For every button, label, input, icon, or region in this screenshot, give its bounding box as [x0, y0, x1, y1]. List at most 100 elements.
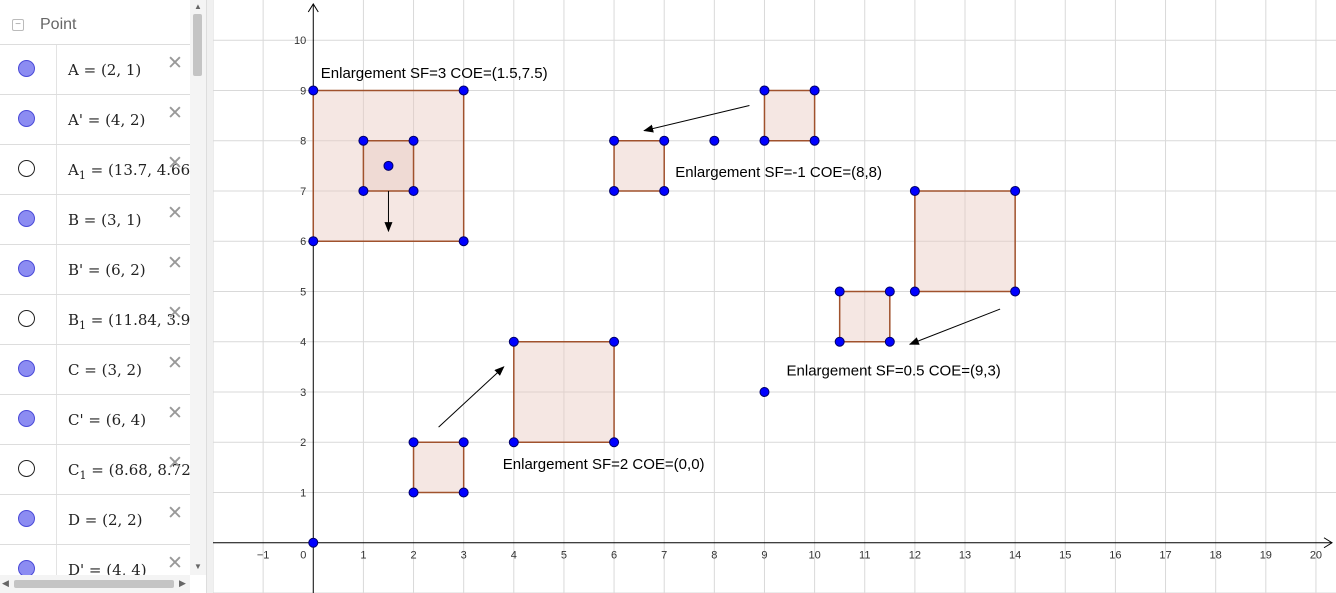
point-subscript: 1: [79, 469, 87, 482]
point-subscript: 1: [78, 169, 86, 182]
visibility-toggle[interactable]: [18, 410, 35, 427]
x-tick-label: 6: [611, 550, 617, 562]
horizontal-scrollbar[interactable]: ◀ ▶: [0, 575, 190, 593]
algebra-row-point[interactable]: D' = (4, 4) ✕: [0, 544, 190, 575]
visibility-toggle[interactable]: [18, 160, 35, 177]
point-value: (6, 2): [105, 261, 146, 279]
algebra-row-point[interactable]: A' = (4, 2) ✕: [0, 94, 190, 144]
equals-sign: =: [83, 261, 106, 279]
visibility-toggle[interactable]: [18, 260, 35, 277]
visibility-toggle[interactable]: [18, 360, 35, 377]
point-name: D: [68, 511, 81, 529]
visibility-toggle[interactable]: [18, 110, 35, 127]
x-tick-label: 2: [410, 550, 416, 562]
point: [408, 487, 419, 498]
point-definition[interactable]: C' = (6, 4): [68, 411, 146, 429]
algebra-row-point[interactable]: D = (2, 2) ✕: [0, 494, 190, 544]
x-tick-label: 0: [300, 550, 306, 562]
x-tick-label: 7: [661, 550, 667, 562]
delete-icon[interactable]: ✕: [167, 153, 183, 174]
arrows: [384, 105, 1001, 428]
delete-icon[interactable]: ✕: [167, 203, 183, 224]
point-definition[interactable]: A = (2, 1): [68, 61, 141, 79]
equals-sign: =: [82, 111, 106, 129]
delete-icon[interactable]: ✕: [167, 503, 183, 524]
point-definition[interactable]: C1 = (8.68, 8.72: [68, 461, 190, 482]
graphics-canvas[interactable]: −1 0 1 2 3 4 5 6 7 8 9 10 11 12 13 14 15 16 17 18 19 20123456…: [213, 0, 1336, 593]
x-tick-label: 3: [461, 550, 467, 562]
delete-icon[interactable]: ✕: [167, 403, 183, 424]
delete-icon[interactable]: ✕: [167, 453, 183, 474]
point-definition[interactable]: B = (3, 1): [68, 211, 141, 229]
delete-icon[interactable]: ✕: [167, 353, 183, 374]
visibility-toggle[interactable]: [18, 210, 35, 227]
algebra-row-point[interactable]: B = (3, 1) ✕: [0, 194, 190, 244]
x-tick-label: 15: [1059, 550, 1071, 562]
algebra-row-point[interactable]: A = (2, 1) ✕: [0, 44, 190, 94]
equals-sign: =: [80, 511, 103, 529]
x-tick-label: 11: [859, 550, 870, 562]
equals-sign: =: [79, 211, 102, 229]
scroll-down-icon[interactable]: ▼: [194, 562, 202, 571]
scroll-right-icon[interactable]: ▶: [179, 578, 186, 588]
point: [809, 135, 820, 146]
scroll-left-icon[interactable]: ◀: [2, 578, 9, 588]
point-name: A: [68, 111, 79, 129]
visibility-toggle[interactable]: [18, 310, 35, 327]
algebra-row-point[interactable]: B1 = (11.84, 3.9 ✕: [0, 294, 190, 344]
annotation-text: Enlargement SF=3 COE=(1.5,7.5): [321, 65, 548, 82]
algebra-row-point[interactable]: A1 = (13.7, 4.66 ✕: [0, 144, 190, 194]
algebra-row-point[interactable]: C' = (6, 4) ✕: [0, 394, 190, 444]
visibility-toggle[interactable]: [18, 460, 35, 477]
point: [809, 85, 820, 96]
visibility-toggle[interactable]: [18, 560, 35, 575]
point-definition[interactable]: B1 = (11.84, 3.9: [68, 311, 190, 332]
arrow-vector: [643, 105, 750, 133]
view-splitter[interactable]: [206, 0, 213, 593]
y-tick-label: 7: [300, 186, 306, 198]
delete-icon[interactable]: ✕: [167, 103, 183, 124]
category-header-point[interactable]: − Point: [0, 0, 190, 44]
x-tick-label: 17: [1159, 550, 1171, 562]
point-value: (2, 2): [102, 511, 143, 529]
point-definition[interactable]: B' = (6, 2): [68, 261, 146, 279]
point: [358, 185, 369, 196]
algebra-view: − Point A = (2, 1) ✕ A' = (4, 2) ✕ A1 = (13.…: [0, 0, 206, 593]
category-label: Point: [40, 16, 77, 33]
point: [408, 135, 419, 146]
algebra-row-point[interactable]: C1 = (8.68, 8.72 ✕: [0, 444, 190, 494]
point-definition[interactable]: D = (2, 2): [68, 511, 142, 529]
horizontal-scroll-thumb[interactable]: [14, 580, 174, 588]
point-value: (13.7, 4.66: [107, 161, 190, 179]
point: [609, 185, 620, 196]
delete-icon[interactable]: ✕: [167, 553, 183, 574]
delete-icon[interactable]: ✕: [167, 53, 183, 74]
y-tick-label: 4: [300, 337, 306, 349]
x-tick-label: 1: [360, 550, 366, 562]
x-tick-label: 16: [1109, 550, 1121, 562]
visibility-toggle[interactable]: [18, 60, 35, 77]
y-tick-label: 8: [300, 136, 306, 148]
delete-icon[interactable]: ✕: [167, 253, 183, 274]
point: [383, 160, 394, 171]
x-tick-label: 18: [1210, 550, 1222, 562]
point-definition[interactable]: A1 = (13.7, 4.66: [68, 161, 190, 182]
graphics-view[interactable]: −1 0 1 2 3 4 5 6 7 8 9 10 11 12 13 14 15 16 17 18 19 20 1 2 3 4 5 6…: [213, 0, 1336, 593]
collapse-icon[interactable]: −: [12, 19, 24, 31]
point-definition[interactable]: D' = (4, 4): [68, 561, 147, 575]
algebra-row-point[interactable]: B' = (6, 2) ✕: [0, 244, 190, 294]
point-value: (6, 4): [105, 411, 147, 429]
algebra-row-point[interactable]: C = (3, 2) ✕: [0, 344, 190, 394]
scroll-up-icon[interactable]: ▲: [194, 2, 202, 11]
point-definition[interactable]: C = (3, 2): [68, 361, 142, 379]
point-definition[interactable]: A' = (4, 2): [68, 111, 145, 129]
visibility-toggle[interactable]: [18, 510, 35, 527]
point-value: (3, 2): [101, 361, 142, 379]
row-divider: [56, 245, 57, 294]
point: [408, 437, 419, 448]
point: [659, 185, 670, 196]
delete-icon[interactable]: ✕: [167, 303, 183, 324]
point: [609, 336, 620, 347]
vertical-scroll-thumb[interactable]: [193, 14, 202, 76]
vertical-scrollbar[interactable]: ▲ ▼: [190, 0, 206, 575]
